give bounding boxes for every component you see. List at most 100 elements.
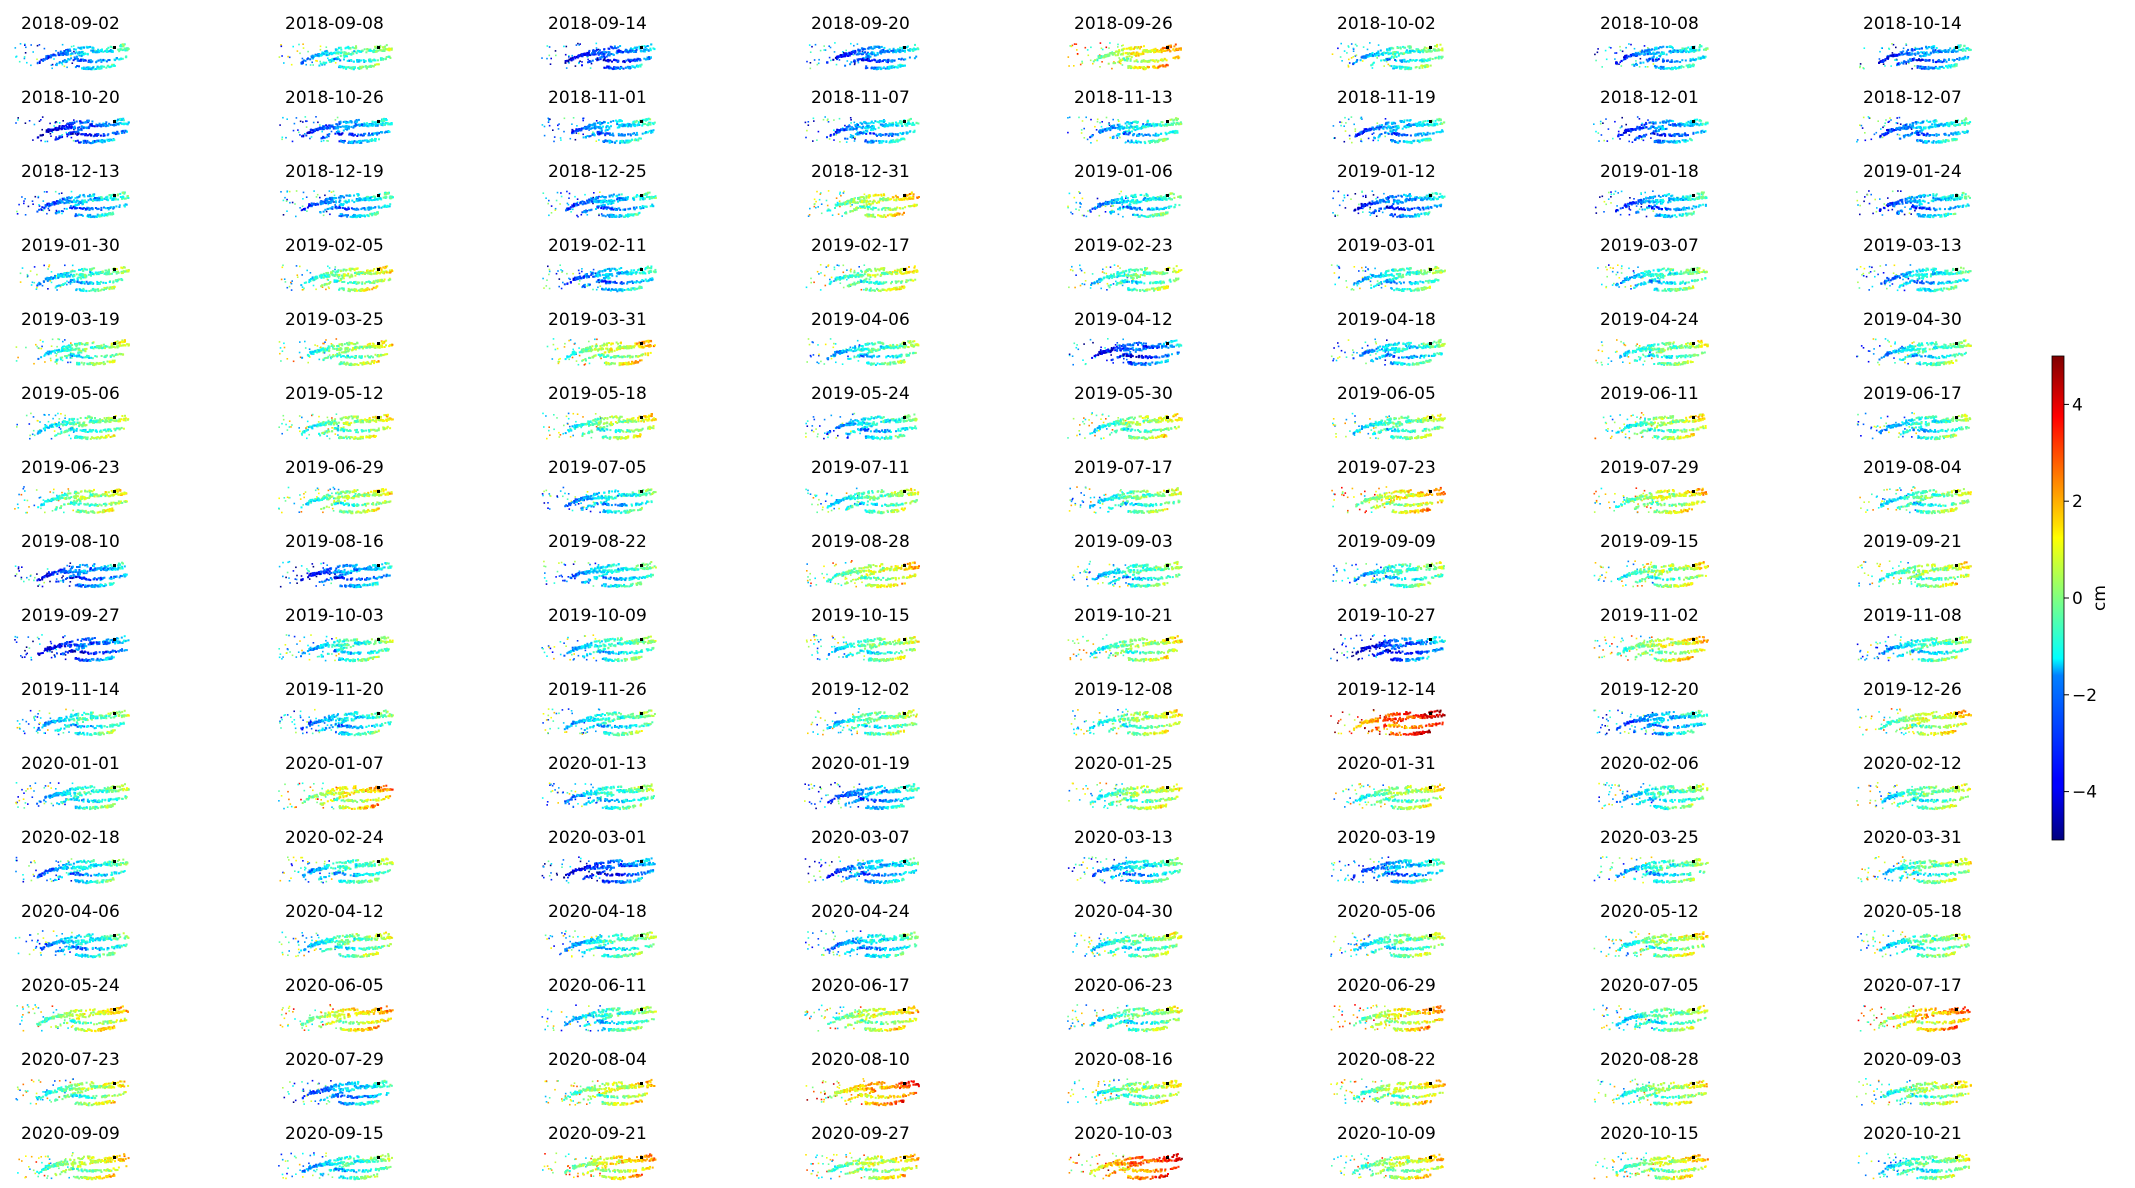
pixel (1132, 126, 1135, 129)
pixel (1916, 65, 1919, 68)
pixel (897, 64, 900, 67)
pixel (319, 62, 322, 65)
pixel (108, 59, 111, 61)
pixel (1919, 65, 1922, 68)
pixel (99, 66, 102, 69)
pixel (838, 59, 841, 61)
pixel (347, 45, 350, 48)
pixel (334, 62, 337, 64)
pixel (571, 128, 574, 131)
pixel (117, 118, 119, 121)
pixel (1124, 59, 1127, 62)
pixel (1651, 59, 1654, 62)
pixel (307, 50, 309, 53)
pixel (1381, 124, 1383, 127)
pixel (1097, 56, 1100, 59)
pixel (1959, 48, 1962, 51)
pixel (370, 60, 373, 63)
pixel (354, 133, 356, 136)
pixel (291, 140, 294, 143)
pixel (332, 59, 335, 62)
pixel (76, 130, 79, 133)
pixel (1400, 120, 1403, 123)
pixel (344, 51, 347, 54)
pixel (868, 122, 871, 125)
pixel (892, 50, 894, 53)
pixel (103, 140, 106, 143)
pixel (1129, 66, 1132, 68)
pixel (334, 126, 336, 129)
pixel (1366, 48, 1369, 51)
pixel (1662, 67, 1665, 70)
pixel (122, 117, 125, 120)
pixel (371, 139, 373, 142)
pixel (381, 124, 384, 127)
pixel (1654, 59, 1657, 62)
pixel (613, 59, 615, 62)
pixel (626, 65, 629, 68)
pixel (904, 58, 907, 61)
pixel (100, 125, 103, 128)
pixel (1960, 58, 1963, 61)
pixel (853, 63, 856, 66)
pixel (852, 49, 855, 52)
pixel (62, 54, 65, 56)
pixel (883, 124, 886, 127)
pixel (633, 139, 636, 142)
pixel (354, 47, 357, 50)
pixel (356, 141, 359, 144)
pixel (867, 54, 869, 57)
pixel (339, 126, 342, 128)
panel-2018-09-02: 2018-09-02 (14, 14, 131, 71)
pixel (558, 123, 560, 125)
pixel (320, 127, 323, 129)
pixel (369, 60, 372, 63)
pixel (347, 47, 350, 50)
pixel (1349, 137, 1351, 140)
pixel (1620, 59, 1623, 62)
pixel (319, 60, 321, 63)
pixel (53, 125, 55, 127)
pixel (1628, 43, 1630, 45)
pixel (126, 48, 129, 51)
pixel (63, 53, 66, 56)
pixel (553, 140, 555, 143)
pixel (619, 45, 622, 47)
pixel (607, 51, 610, 53)
pixel (874, 120, 877, 123)
pixel (1347, 64, 1350, 67)
pixel (868, 140, 871, 143)
pixel (893, 59, 896, 62)
pixel (632, 65, 635, 68)
pixel (559, 137, 562, 139)
pixel (864, 58, 867, 61)
pixel (1647, 48, 1650, 51)
pixel (1126, 55, 1129, 58)
pixel (1906, 53, 1909, 56)
pixel (870, 47, 873, 50)
pixel (1350, 43, 1353, 45)
pixel (627, 133, 630, 136)
pixel (78, 126, 81, 129)
pixel (342, 121, 345, 123)
pixel (848, 124, 851, 126)
pixel (86, 66, 89, 69)
pixel (608, 51, 611, 54)
pixel (1610, 47, 1612, 49)
pixel (107, 139, 110, 142)
pixel (52, 129, 55, 131)
pixel (82, 142, 85, 144)
pixel (1655, 51, 1658, 54)
pixel (564, 61, 567, 64)
pixel (389, 48, 392, 51)
pixel (1958, 46, 1961, 48)
pixel (898, 48, 901, 51)
pixel (338, 132, 341, 135)
pixel (588, 129, 590, 131)
pixel (595, 42, 598, 45)
pixel (1697, 56, 1700, 59)
pixel (1888, 48, 1891, 50)
pixel (357, 60, 360, 63)
pixel (113, 64, 116, 67)
pixel (53, 58, 55, 60)
